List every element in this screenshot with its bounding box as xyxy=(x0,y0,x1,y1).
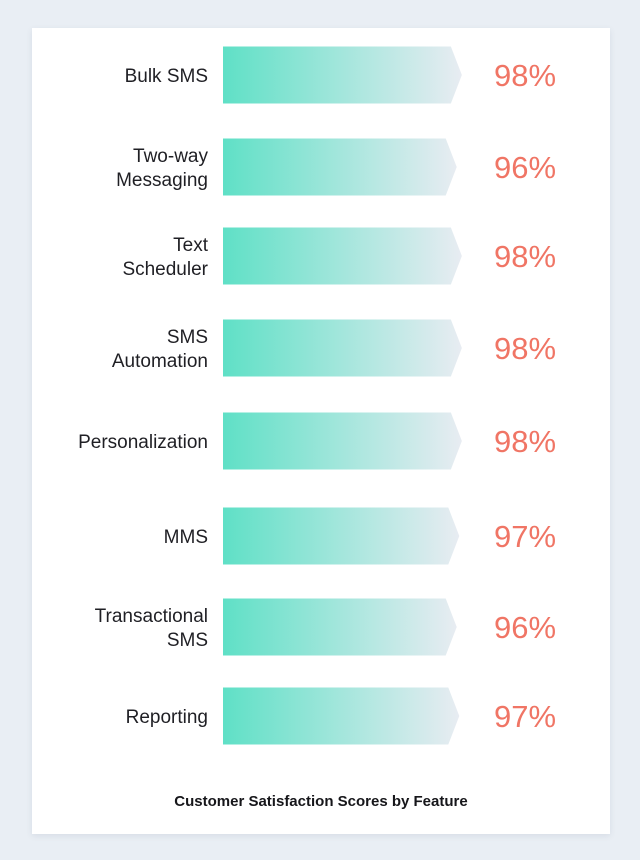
category-label: Reporting xyxy=(126,707,208,728)
value-label: 98% xyxy=(494,239,556,274)
bar-chart: Bulk SMS 98% Two-way Messaging 96% Text Schedu… xyxy=(78,46,556,745)
bar-1 xyxy=(223,46,462,104)
bar-8 xyxy=(223,687,460,745)
value-label: 96% xyxy=(494,610,556,645)
value-label: 98% xyxy=(494,331,556,366)
value-label: 98% xyxy=(494,58,556,93)
chart-title: Customer Satisfaction Scores by Feature xyxy=(174,793,468,810)
bar-5 xyxy=(223,412,462,470)
category-label: Bulk SMS xyxy=(125,66,208,87)
value-label: 97% xyxy=(494,519,556,554)
bar-6 xyxy=(223,507,460,565)
category-label: Two-way Messaging xyxy=(116,146,208,191)
value-label: 98% xyxy=(494,424,556,459)
category-label: MMS xyxy=(164,527,208,548)
category-label: Transactional SMS xyxy=(95,606,208,651)
value-label: 97% xyxy=(494,699,556,734)
chart-card: Bulk SMS 98% Two-way Messaging 96% Text Schedu… xyxy=(32,28,610,834)
bar-7 xyxy=(223,598,457,656)
category-label: Personalization xyxy=(78,432,208,453)
bar-2 xyxy=(223,138,457,196)
value-label: 96% xyxy=(494,150,556,185)
category-label: SMS Automation xyxy=(112,327,208,372)
bar-3 xyxy=(223,227,462,285)
bar-4 xyxy=(223,319,462,377)
category-label: Text Scheduler xyxy=(122,235,208,280)
